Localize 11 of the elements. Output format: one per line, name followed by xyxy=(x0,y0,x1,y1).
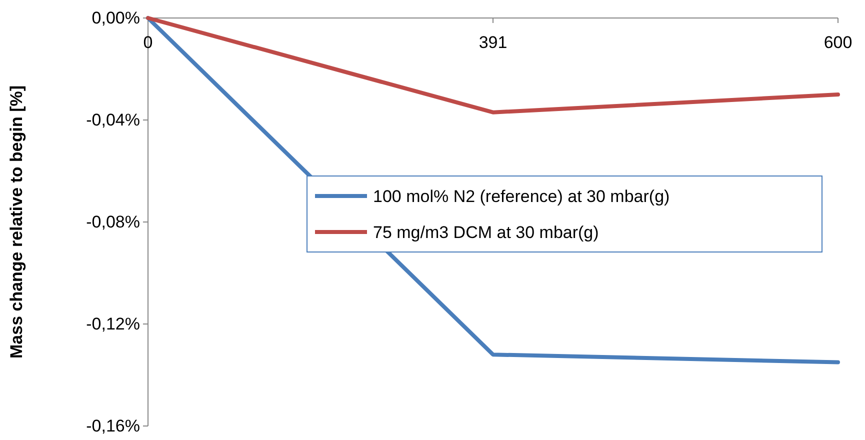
legend-label: 100 mol% N2 (reference) at 30 mbar(g) xyxy=(373,187,670,206)
x-tick-label: 391 xyxy=(478,33,508,52)
x-tick-label: 0 xyxy=(143,33,153,52)
y-tick-label: -0,16% xyxy=(86,416,140,436)
y-tick-label: -0,04% xyxy=(86,110,140,130)
y-tick-label: -0,12% xyxy=(86,314,140,334)
x-tick-label: 600 xyxy=(824,33,852,52)
y-tick-label: 0,00% xyxy=(92,8,140,28)
legend-label: 75 mg/m3 DCM at 30 mbar(g) xyxy=(373,223,599,242)
y-axis-title: Mass change relative to begin [%] xyxy=(7,85,26,359)
y-tick-label: -0,08% xyxy=(86,212,140,232)
